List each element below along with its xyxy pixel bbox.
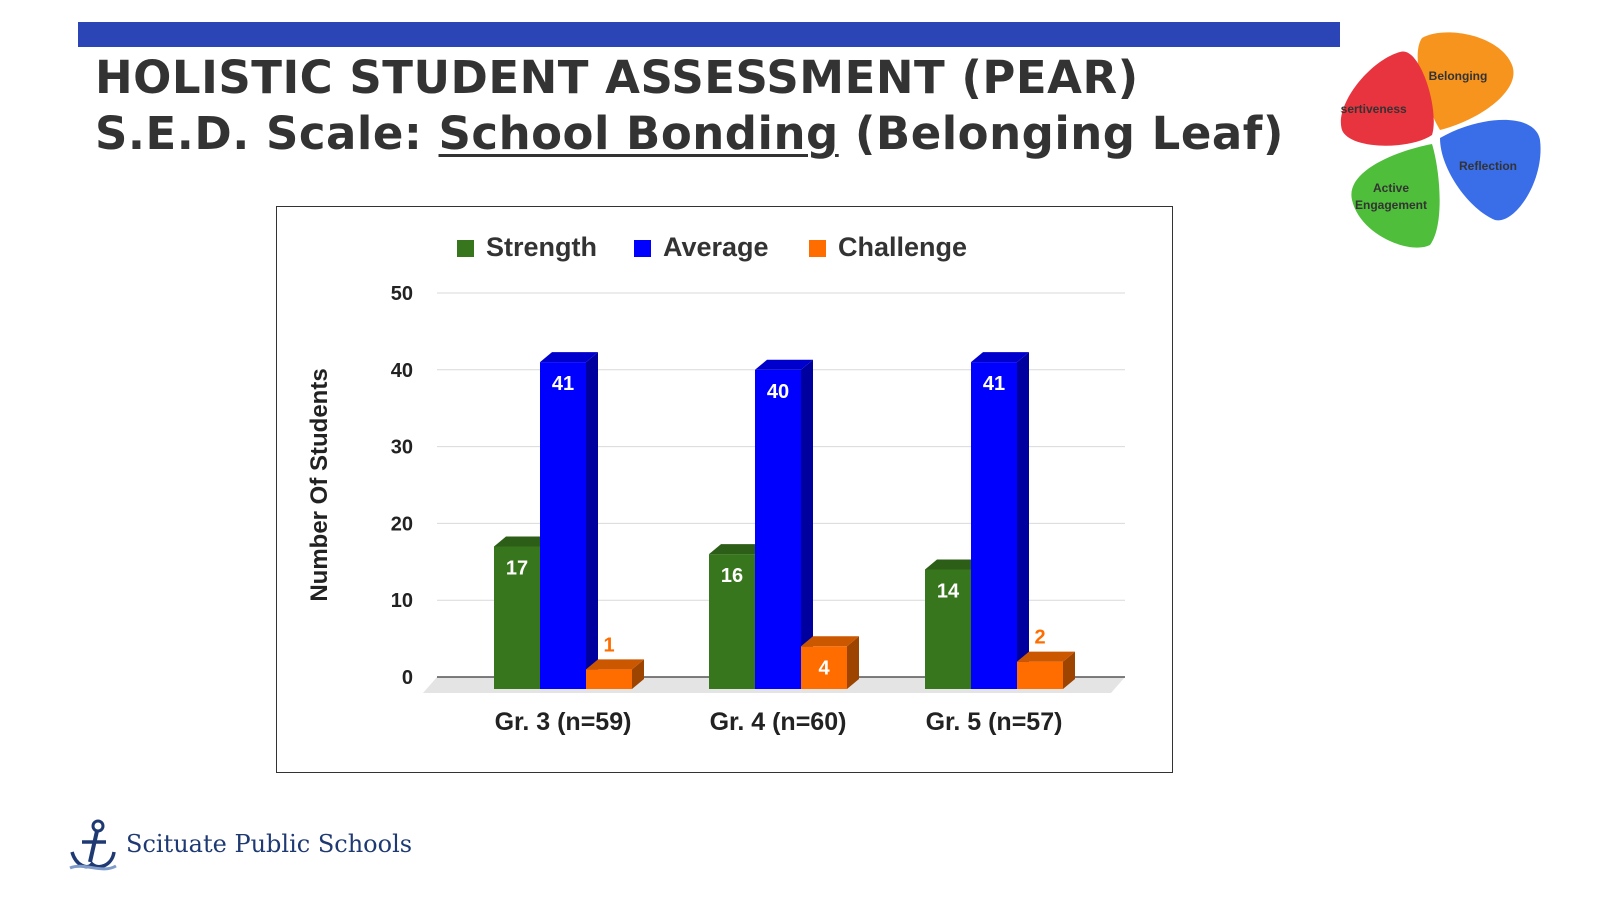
x-tick-label: Gr. 5 (n=57) (926, 708, 1063, 736)
bar-side (586, 352, 598, 689)
bar (971, 362, 1017, 689)
x-tick-label: Gr. 3 (n=59) (495, 708, 632, 736)
bar (586, 669, 632, 689)
bar-top (586, 659, 644, 670)
data-label: 17 (506, 557, 528, 579)
petal-label-engagement: Engagement (1355, 198, 1427, 212)
legend-label: Strength (486, 232, 597, 262)
data-label: 1 (603, 634, 614, 656)
bar-top (801, 636, 859, 647)
bar (1017, 661, 1063, 689)
school-logo: Scituate Public Schools (68, 818, 488, 874)
bar-side (632, 659, 644, 689)
y-tick-label: 50 (391, 283, 413, 305)
bar-chart: 0 10 20 30 40 50 Number Of Students Strength Ave… (306, 232, 1125, 736)
school-name: Scituate Public Schools (126, 830, 413, 858)
data-label: 40 (767, 381, 789, 403)
y-tick-label: 30 (391, 437, 413, 459)
bar (755, 369, 801, 689)
bar-top (494, 536, 552, 547)
y-tick-label: 0 (402, 667, 413, 689)
y-tick-label: 20 (391, 513, 413, 535)
anchor-icon (69, 819, 117, 871)
bar-top (971, 352, 1029, 363)
sel-leaf-logo: Belonging Assertiveness Reflection Activ… (1340, 32, 1541, 248)
data-label: 16 (721, 565, 743, 587)
bar (801, 646, 847, 689)
bar (494, 546, 540, 689)
data-label: 4 (818, 657, 830, 679)
legend-swatch (634, 240, 651, 257)
y-tick-label: 10 (391, 590, 413, 612)
petal-assertiveness (1340, 51, 1434, 146)
bar (925, 569, 971, 689)
petal-belonging (1417, 32, 1514, 130)
legend-swatch (457, 240, 474, 257)
petal-label-assertiveness: Assertiveness (1340, 102, 1407, 116)
bar-side (1017, 352, 1029, 689)
x-tick-label: Gr. 4 (n=60) (710, 708, 847, 736)
legend-swatch (809, 240, 826, 257)
petal-label-belonging: Belonging (1429, 69, 1488, 83)
chart-frame: 0 10 20 30 40 50 Number Of Students Strength Ave… (276, 206, 1173, 773)
bar-side (1063, 651, 1075, 689)
title-line-2-suffix: (Belonging Leaf) (838, 107, 1284, 160)
data-label: 14 (937, 580, 960, 602)
bar-side (801, 359, 813, 689)
petal-label-reflection: Reflection (1459, 159, 1517, 173)
slide-title: HOLISTIC STUDENT ASSESSMENT (PEAR) S.E.D.… (95, 50, 1284, 162)
bar-top (1017, 651, 1075, 662)
title-line-2-prefix: S.E.D. Scale: (95, 107, 439, 160)
title-line-2-underlined: School Bonding (438, 107, 839, 160)
bar (540, 362, 586, 689)
legend-label: Challenge (838, 232, 967, 262)
bar-top (925, 559, 983, 570)
bar-side (847, 636, 859, 689)
petal-active-engagement (1351, 144, 1440, 248)
petal-reflection (1440, 119, 1541, 221)
y-tick-label: 40 (391, 360, 413, 382)
bar (709, 554, 755, 689)
data-label: 41 (552, 373, 574, 395)
title-accent-bar (78, 22, 1340, 47)
petal-label-active: Active (1373, 181, 1409, 195)
title-line-1: HOLISTIC STUDENT ASSESSMENT (PEAR) (95, 51, 1139, 104)
y-axis-label: Number Of Students (306, 368, 333, 601)
bar-top (709, 544, 767, 555)
data-label: 41 (983, 373, 1005, 395)
bar-top (540, 352, 598, 363)
legend-label: Average (663, 232, 769, 262)
bar-top (755, 359, 813, 370)
data-label: 2 (1034, 627, 1045, 649)
